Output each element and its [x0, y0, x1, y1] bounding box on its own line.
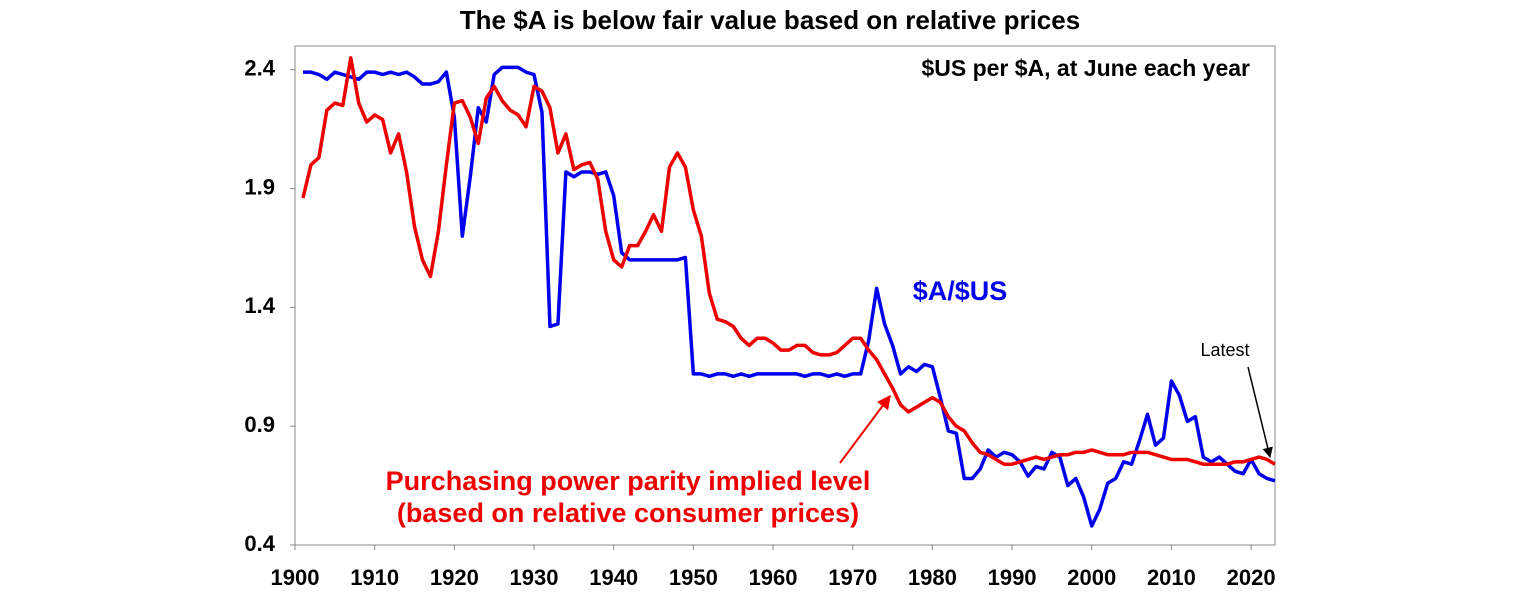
chart-title: The $A is below fair value based on rela… [460, 5, 1080, 35]
series-line [302, 65, 1276, 528]
x-tick-label: 1910 [350, 565, 399, 590]
x-tick-label: 2020 [1227, 565, 1276, 590]
annotation-arrow [839, 394, 891, 464]
x-tick-label: 1980 [908, 565, 957, 590]
x-tick-label: 1940 [589, 565, 638, 590]
y-tick-label: 0.4 [244, 531, 275, 556]
x-tick-label: 2010 [1147, 565, 1196, 590]
annotation: Latest [1200, 340, 1249, 360]
units-note: $US per $A, at June each year [921, 55, 1250, 81]
series-line [301, 56, 1276, 466]
annotation-arrow [1247, 366, 1273, 459]
x-tick-label: 1900 [271, 565, 320, 590]
annotation: (based on relative consumer prices) [397, 498, 859, 528]
y-tick-label: 1.4 [244, 293, 275, 318]
x-tick-label: 1970 [828, 565, 877, 590]
y-tick-label: 2.4 [244, 56, 275, 81]
y-tick-label: 0.9 [244, 412, 275, 437]
legend-label: $A/$US [913, 276, 1008, 306]
x-tick-label: 1950 [669, 565, 718, 590]
x-tick-label: 1920 [430, 565, 479, 590]
x-tick-label: 1930 [510, 565, 559, 590]
annotation: Purchasing power parity implied level [386, 466, 871, 496]
plot-frame [294, 45, 1276, 546]
y-tick-label: 1.9 [244, 174, 275, 199]
x-tick-label: 1960 [749, 565, 798, 590]
x-tick-label: 1990 [988, 565, 1037, 590]
x-tick-label: 2000 [1067, 565, 1116, 590]
